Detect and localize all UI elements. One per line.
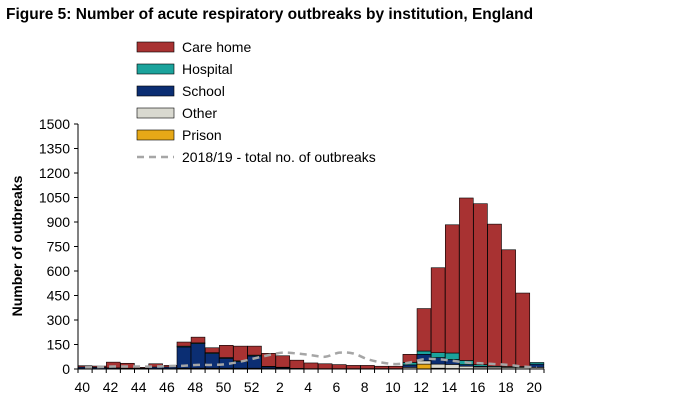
bar-care-home-12 <box>416 308 432 352</box>
bar-care-home-2 <box>275 355 290 368</box>
bar-care-home-51 <box>233 345 248 362</box>
comparison-line <box>85 351 538 369</box>
bar-care-home-50 <box>219 345 234 358</box>
bar-care-home-19 <box>515 292 531 367</box>
x-tick-label: 46 <box>159 379 175 395</box>
bar-hospital-12 <box>416 350 432 355</box>
x-tick-label: 14 <box>442 379 458 395</box>
x-tick-label: 48 <box>187 379 203 395</box>
y-axis-label: Number of outbreaks <box>9 175 25 316</box>
bar-care-home-15 <box>459 197 474 361</box>
y-tick-label: 1500 <box>39 116 70 132</box>
y-tick-label: 750 <box>47 239 71 255</box>
bar-care-home-8 <box>360 365 375 369</box>
bar-care-home-4 <box>303 362 319 369</box>
bar-hospital-20 <box>529 362 545 365</box>
x-tick-label: 10 <box>385 379 401 395</box>
legend-swatch-other <box>136 107 175 119</box>
legend-label-school: School <box>182 83 225 99</box>
bar-school-11 <box>402 364 418 368</box>
bar-care-home-16 <box>473 203 488 365</box>
x-tick-label: 12 <box>413 379 429 395</box>
chart-title: Figure 5: Number of acute respiratory ou… <box>6 6 534 23</box>
y-axis-ticks: 0 150 300 450 600 750 900 1050 1200 1350 1500 <box>39 116 78 377</box>
bar-other-13 <box>430 363 446 369</box>
y-tick-label: 0 <box>62 361 70 377</box>
legend-swatch-hospital <box>136 63 175 75</box>
x-tick-label: 18 <box>498 379 514 395</box>
x-axis-ticks: 40 42 44 46 48 50 52 2 4 6 8 10 12 14 16 18 20 <box>74 369 545 395</box>
bar-other-15 <box>459 365 474 369</box>
bar-care-home-18 <box>501 249 516 367</box>
axes <box>77 124 544 370</box>
bar-care-home-6 <box>332 364 347 369</box>
legend-swatch-prison <box>136 129 175 141</box>
y-tick-label: 150 <box>47 337 71 353</box>
bar-care-home-52 <box>247 345 262 356</box>
x-tick-label: 4 <box>304 379 312 395</box>
x-tick-label: 42 <box>103 379 119 395</box>
legend-label-other: Other <box>182 105 217 121</box>
bar-care-home-13 <box>430 267 446 353</box>
y-tick-label: 900 <box>47 214 71 230</box>
y-tick-label: 300 <box>47 312 71 328</box>
x-tick-label: 52 <box>244 379 260 395</box>
legend-label-care-home: Care home <box>182 39 251 55</box>
x-tick-label: 2 <box>276 379 284 395</box>
x-tick-label: 44 <box>131 379 147 395</box>
bar-care-home-47 <box>176 341 192 347</box>
x-tick-label: 16 <box>470 379 486 395</box>
x-tick-label: 6 <box>333 379 341 395</box>
y-tick-label: 450 <box>47 288 71 304</box>
series-line-2018-19-total-no-of-outbreaks <box>85 351 538 369</box>
legend-swatch-care-home <box>136 41 175 53</box>
y-tick-label: 1350 <box>39 141 70 157</box>
legend-swatch-school <box>136 85 175 97</box>
y-tick-label: 600 <box>47 263 71 279</box>
bars <box>77 197 545 370</box>
bar-other-14 <box>444 364 460 369</box>
bar-prison-12 <box>416 363 432 370</box>
legend-label-hospital: Hospital <box>182 61 233 77</box>
x-tick-label: 50 <box>216 379 232 395</box>
bar-care-home-7 <box>346 365 361 369</box>
bar-care-home-9 <box>374 365 389 369</box>
bar-care-home-10 <box>388 365 403 369</box>
x-tick-label: 20 <box>526 379 542 395</box>
bar-care-home-5 <box>317 363 333 369</box>
bar-care-home-49 <box>204 347 220 353</box>
x-tick-label: 8 <box>361 379 369 395</box>
x-tick-label: 40 <box>74 379 90 395</box>
legend-label-prison: Prison <box>182 127 222 143</box>
legend-label-2018-19-total-no-of-outbreaks: 2018/19 - total no. of outbreaks <box>182 149 376 165</box>
legend: Care home Hospital School Other Prison 2018/1… <box>136 39 376 165</box>
bar-hospital-14 <box>444 352 460 360</box>
bar-care-home-48 <box>190 336 206 344</box>
bar-care-home-3 <box>289 359 305 369</box>
y-tick-label: 1200 <box>39 165 70 181</box>
bar-care-home-17 <box>487 223 502 367</box>
bar-care-home-14 <box>444 224 460 354</box>
bar-hospital-13 <box>430 352 446 358</box>
y-tick-label: 1050 <box>39 190 70 206</box>
